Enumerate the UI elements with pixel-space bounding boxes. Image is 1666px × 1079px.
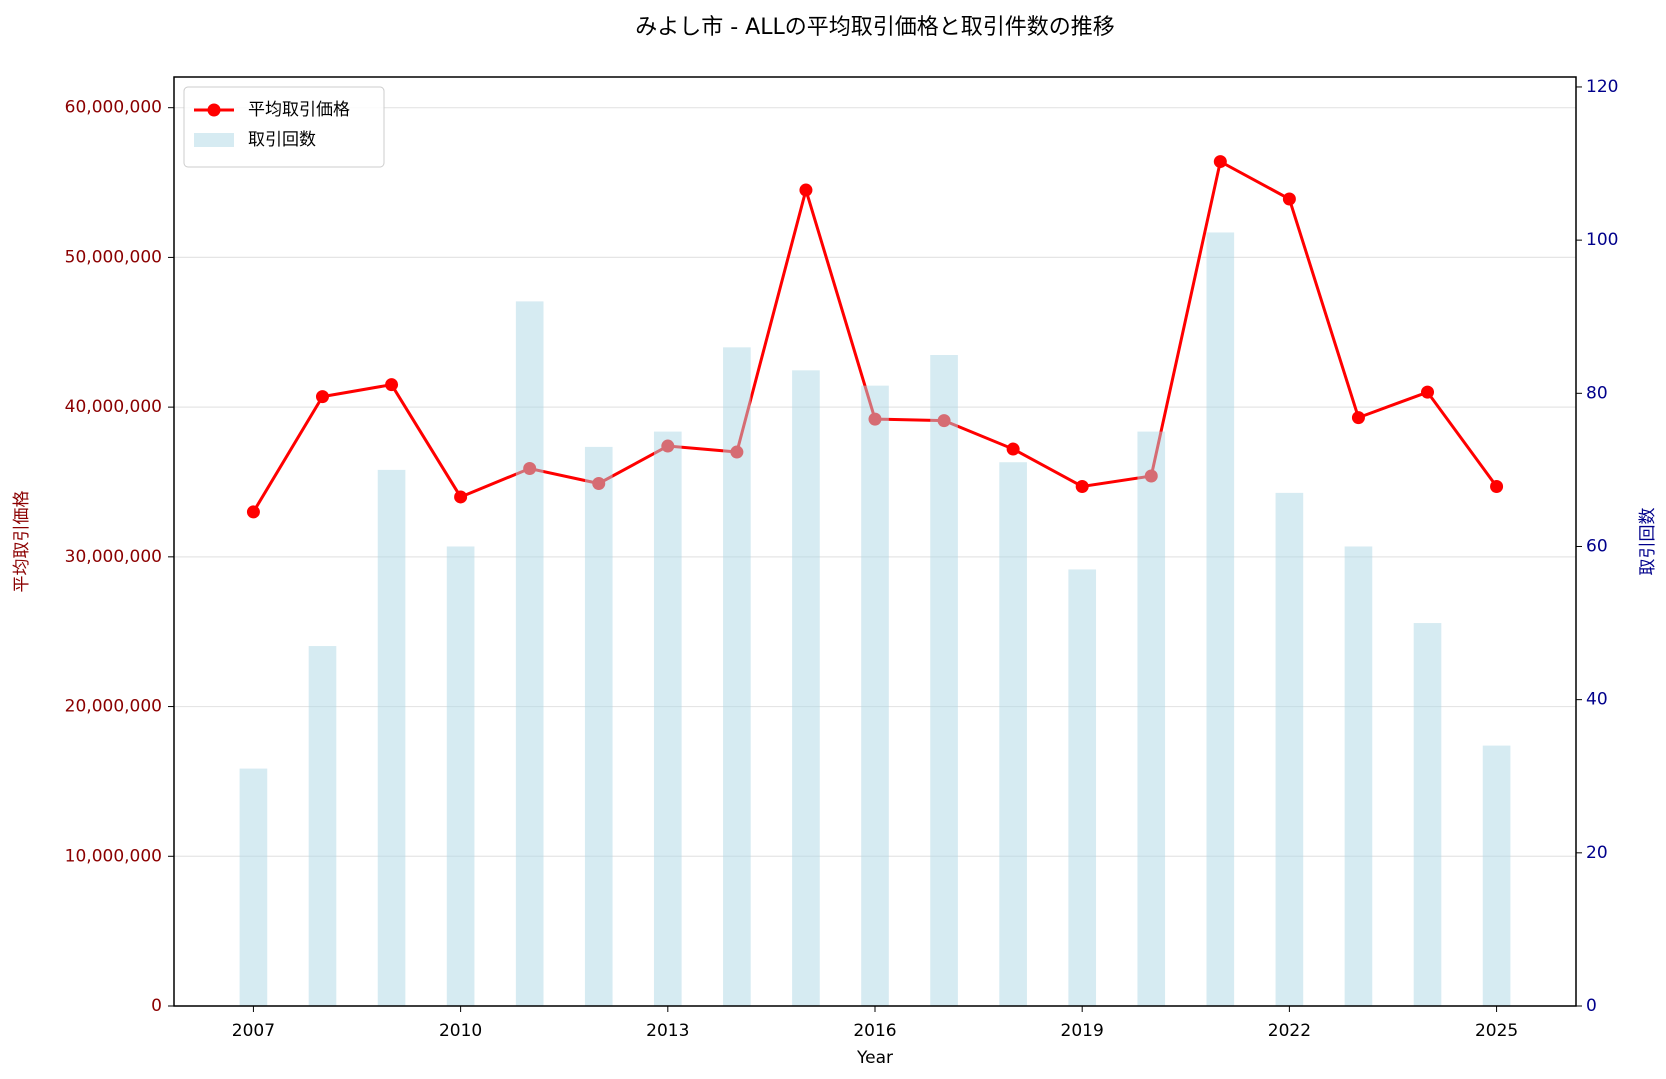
marker bbox=[1351, 411, 1365, 425]
y-tick-label: 40,000,000 bbox=[65, 397, 162, 417]
marker bbox=[1006, 442, 1020, 456]
legend-swatch bbox=[194, 133, 234, 147]
marker bbox=[1490, 479, 1504, 493]
bar bbox=[999, 462, 1027, 1006]
marker bbox=[454, 490, 468, 504]
chart-title: みよし市 - ALLの平均取引価格と取引件数の推移 bbox=[635, 15, 1115, 40]
plot-area: 0 10,000,000 20,000,000 30,000,000 40,000,00… bbox=[12, 76, 1658, 1068]
y-tick-label: 20,000,000 bbox=[65, 697, 162, 717]
bar bbox=[239, 768, 268, 1006]
y-tick-label: 30,000,000 bbox=[65, 547, 162, 567]
y2-tick-label: 40 bbox=[1586, 690, 1608, 710]
legend-box bbox=[183, 86, 385, 168]
marker bbox=[385, 378, 399, 392]
y-tick-label: 60,000,000 bbox=[65, 98, 162, 118]
x-tick-label: 2007 bbox=[232, 1021, 275, 1041]
y2-axis-label: 取引回数 bbox=[1638, 508, 1658, 576]
bar bbox=[1206, 232, 1235, 1006]
legend-marker bbox=[207, 103, 221, 117]
x-tick-label: 2010 bbox=[439, 1021, 482, 1041]
bar bbox=[861, 385, 889, 1006]
y2-tick-label: 120 bbox=[1586, 77, 1618, 97]
y-tick-label: 10,000,000 bbox=[65, 846, 162, 866]
marker bbox=[315, 390, 329, 404]
marker bbox=[1213, 155, 1227, 169]
axes-frame bbox=[173, 76, 1577, 1007]
bar bbox=[1413, 623, 1442, 1006]
x-tick-label: 2025 bbox=[1475, 1021, 1518, 1041]
bar bbox=[1068, 569, 1097, 1006]
bar bbox=[1482, 745, 1511, 1006]
bar bbox=[515, 301, 544, 1006]
y2-tick-label: 60 bbox=[1586, 536, 1608, 556]
bar bbox=[792, 370, 820, 1006]
x-tick-label: 2013 bbox=[646, 1021, 689, 1041]
bar bbox=[723, 347, 751, 1006]
y-tick-label: 0 bbox=[151, 996, 162, 1016]
x-tick-label: 2019 bbox=[1061, 1021, 1104, 1041]
marker bbox=[1075, 479, 1089, 493]
bar bbox=[1137, 431, 1166, 1007]
bar bbox=[1344, 546, 1373, 1006]
bar bbox=[377, 469, 406, 1006]
legend-label: 取引回数 bbox=[248, 130, 316, 150]
y-tick-label: 50,000,000 bbox=[65, 247, 162, 267]
bar bbox=[653, 431, 682, 1007]
y2-tick-label: 100 bbox=[1586, 230, 1618, 250]
x-tick-label: 2022 bbox=[1268, 1021, 1311, 1041]
y2-tick-label: 80 bbox=[1586, 383, 1608, 403]
y-axis-label: 平均取引価格 bbox=[12, 491, 32, 593]
bar bbox=[1275, 492, 1304, 1006]
marker bbox=[246, 505, 260, 519]
bar bbox=[930, 355, 958, 1006]
y2-tick-label: 20 bbox=[1586, 843, 1608, 863]
marker bbox=[1421, 385, 1435, 399]
bar bbox=[308, 646, 337, 1006]
bar bbox=[446, 546, 475, 1006]
bar bbox=[584, 446, 613, 1006]
legend-label: 平均取引価格 bbox=[248, 100, 350, 120]
marker bbox=[1282, 192, 1296, 206]
x-tick-label: 2016 bbox=[853, 1021, 896, 1041]
x-axis-label: Year bbox=[856, 1048, 893, 1068]
y2-tick-label: 0 bbox=[1586, 996, 1597, 1016]
marker bbox=[799, 183, 813, 197]
